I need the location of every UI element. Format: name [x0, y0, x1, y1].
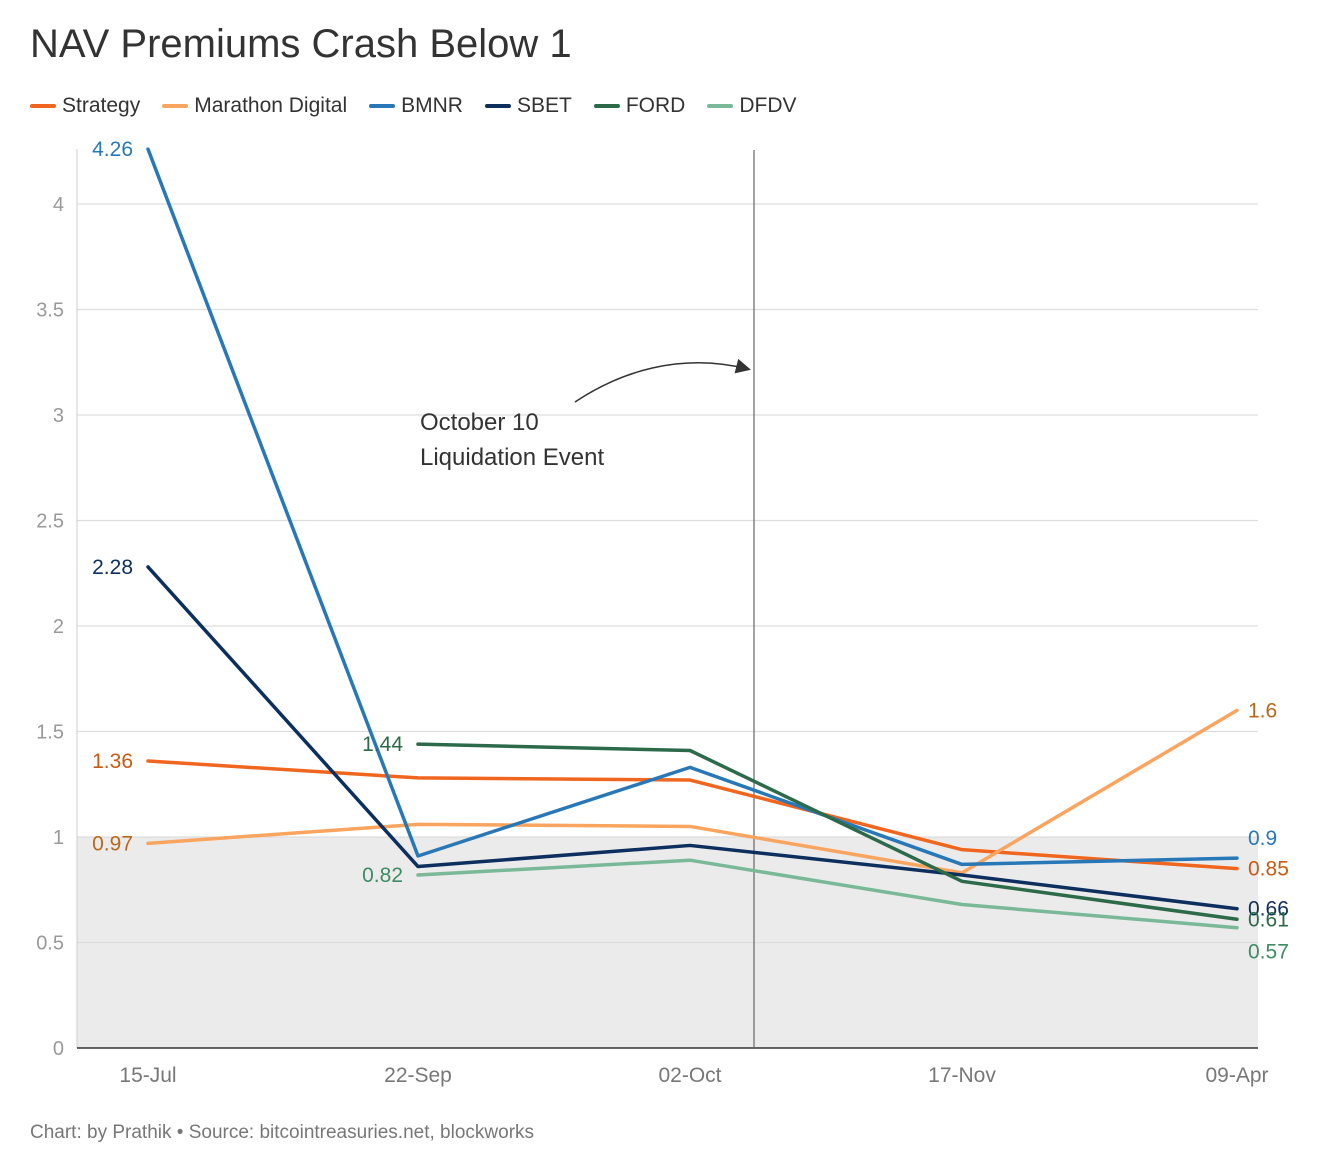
legend-label-sbet: SBET: [516, 94, 572, 117]
data-label-dfdv: 0.57: [1248, 941, 1289, 964]
event-arrow: [574, 358, 751, 403]
data-label-sbet: 0.66: [1248, 898, 1289, 921]
data-label-bmnr: 0.9: [1248, 827, 1277, 850]
event-label-line2: Liquidation Event: [420, 444, 604, 471]
legend-item-sbet[interactable]: SBET: [484, 94, 572, 118]
data-label-bmnr: 4.26: [92, 138, 133, 161]
y-tick-label: 1.5: [36, 722, 64, 744]
y-tick-label: 3.5: [36, 300, 64, 322]
y-tick-label: 0.5: [36, 933, 64, 955]
legend-label-dfdv: DFDV: [739, 94, 797, 117]
legend-item-strategy[interactable]: Strategy: [30, 94, 140, 118]
event-label-line1: October 10: [420, 409, 539, 436]
x-tick-label: 02-Oct: [658, 1064, 721, 1087]
data-label-sbet: 2.28: [92, 556, 133, 579]
legend-label-ford: FORD: [625, 94, 686, 117]
legend-item-marathon[interactable]: Marathon Digital: [162, 94, 347, 118]
series-line-bmnr: [146, 147, 1239, 867]
legend-swatch-bmnr: [369, 104, 396, 108]
y-tick-label: 2.5: [36, 511, 64, 533]
chart-footer: Chart: by Prathik • Source: bitcointreas…: [30, 1122, 535, 1143]
series-line-strategy: [146, 759, 1239, 871]
legend-swatch-strategy: [30, 104, 56, 108]
series-line-dfdv: [416, 858, 1239, 930]
x-tick-label: 22-Sep: [384, 1064, 452, 1087]
data-label-marathon-digital: 1.6: [1248, 699, 1277, 722]
y-tick-label: 4: [53, 194, 64, 216]
legend-label-strategy: Strategy: [62, 94, 141, 117]
data-label-strategy: 1.36: [92, 750, 133, 773]
series-line-sbet: [146, 565, 1239, 911]
legend-swatch-dfdv: [707, 104, 734, 108]
x-tick-label: 17-Nov: [928, 1064, 996, 1087]
data-label-dfdv: 0.82: [362, 864, 403, 887]
y-tick-label: 3: [53, 405, 64, 427]
data-label-marathon-digital: 0.97: [92, 832, 133, 855]
data-label-ford: 0.61: [1248, 908, 1289, 931]
legend-swatch-ford: [593, 104, 620, 108]
legend-item-dfdv[interactable]: DFDV: [707, 94, 797, 118]
y-tick-label: 2: [53, 616, 64, 638]
legend-item-bmnr[interactable]: BMNR: [369, 94, 463, 118]
legend-label-marathon: Marathon Digital: [194, 94, 348, 117]
x-tick-label: 09-Apr: [1205, 1064, 1268, 1087]
series-line-marathon-digital: [146, 708, 1239, 875]
data-label-ford: 1.44: [362, 733, 403, 756]
series-line-ford: [416, 742, 1239, 922]
y-tick-label: 1: [53, 827, 64, 849]
legend: Strategy Marathon Digital BMNR SBET FORD…: [30, 94, 797, 118]
legend-label-bmnr: BMNR: [401, 94, 463, 117]
legend-swatch-sbet: [484, 104, 511, 108]
legend-item-ford[interactable]: FORD: [593, 94, 686, 118]
chart-title: NAV Premiums Crash Below 1: [30, 22, 572, 66]
y-tick-label: 0: [53, 1038, 64, 1060]
data-label-strategy: 0.85: [1248, 858, 1289, 881]
x-tick-label: 15-Jul: [119, 1064, 176, 1087]
legend-swatch-marathon: [162, 104, 189, 108]
